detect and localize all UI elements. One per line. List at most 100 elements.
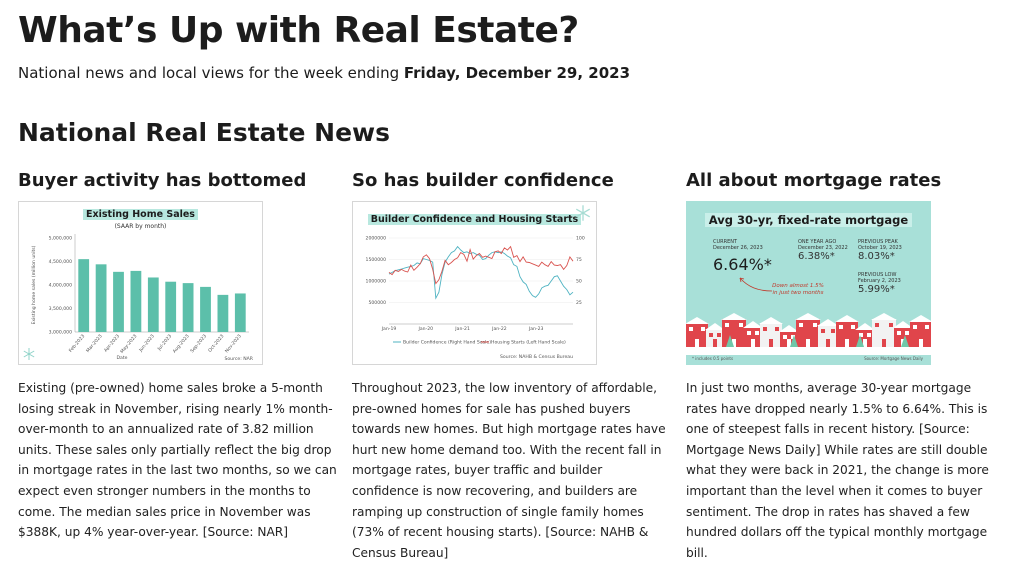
house-window xyxy=(775,327,779,331)
tree-icon xyxy=(726,335,734,347)
house-window xyxy=(701,327,705,331)
y-right-tick-label: 50 xyxy=(576,279,582,285)
chart-title-text: Builder Confidence and Housing Starts xyxy=(367,214,582,225)
line-chart-svg: 500000 1000000 1500000 2000000 25 50 75 100 Jan-… xyxy=(366,236,585,361)
bar xyxy=(182,283,194,332)
house-door xyxy=(919,339,923,347)
snow-ground xyxy=(686,347,931,355)
house-window xyxy=(851,325,855,329)
peak-date: October 19, 2023 xyxy=(858,245,902,251)
house-window xyxy=(755,331,759,335)
x-tick-label: Mar-2023 xyxy=(85,333,104,354)
current-label-text: CURRENT xyxy=(713,239,738,245)
builder-confidence-line xyxy=(388,245,574,300)
house-window xyxy=(791,335,795,339)
mortgage-footnote: * includes 0.5 points xyxy=(692,356,734,361)
x-axis-label: Date xyxy=(117,355,128,361)
bar xyxy=(165,281,177,332)
x-tick-label: Jan-20 xyxy=(418,326,434,332)
mortgage-card-title: Avg 30-yr, fixed-rate mortgage xyxy=(686,213,931,227)
y-left-tick-label: 2000000 xyxy=(366,236,387,242)
current-date: December 26, 2023 xyxy=(713,245,763,251)
snowflake-icon xyxy=(575,205,591,221)
y-tick-label: 4,500,000 xyxy=(49,259,72,265)
tree-icon xyxy=(790,335,798,347)
y-tick-label: 5,000,000 xyxy=(49,236,72,242)
x-tick-label: Jun-2023 xyxy=(137,333,155,353)
x-tick-label: Jan-21 xyxy=(454,326,470,332)
article-body: In just two months, average 30-year mort… xyxy=(686,378,1006,563)
article-text: Throughout 2023, the low inventory of af… xyxy=(352,381,666,560)
house-window xyxy=(839,325,843,329)
house-window xyxy=(889,323,893,327)
builder-confidence-chart: Builder Confidence and Housing Starts 50… xyxy=(352,201,597,365)
y-right-tick-label: 100 xyxy=(576,236,585,242)
article-text: Existing (pre-owned) home sales broke a … xyxy=(18,381,337,540)
house-window xyxy=(717,333,721,337)
bar xyxy=(113,271,124,332)
article-title: So has builder confidence xyxy=(352,170,614,191)
tree-icon xyxy=(856,335,864,347)
article-builder-confidence: So has builder confidence Throughout 202… xyxy=(352,170,672,563)
house-window xyxy=(725,323,729,327)
house-window xyxy=(783,335,787,339)
peak-value: 8.03%* xyxy=(858,251,895,262)
house-door xyxy=(863,339,867,347)
house-roof xyxy=(893,321,913,328)
chart-source: Source: NAHB & Census Bureau xyxy=(500,354,573,360)
current-rate-value: 6.64%* xyxy=(713,255,772,274)
mortgage-source: Source: Mortgage News Daily xyxy=(864,356,923,361)
house-roof xyxy=(795,313,821,320)
house-door xyxy=(787,339,791,347)
bar xyxy=(130,270,142,332)
x-tick-label: Jan-19 xyxy=(381,326,397,332)
house-door xyxy=(713,339,717,347)
house-door xyxy=(769,339,773,347)
y-tick-label: 4,000,000 xyxy=(49,283,72,289)
house-window xyxy=(747,331,751,335)
mortgage-card-title-text: Avg 30-yr, fixed-rate mortgage xyxy=(704,213,913,227)
bar xyxy=(217,294,229,332)
house-door xyxy=(695,339,699,347)
subtitle-prefix: National news and local views for the we… xyxy=(18,64,404,82)
house-window xyxy=(897,331,901,335)
housing-starts-line xyxy=(388,245,574,285)
house-roof xyxy=(759,317,783,324)
house-roof xyxy=(817,319,839,326)
house-window xyxy=(813,323,817,327)
page-title: What’s Up with Real Estate? xyxy=(18,10,579,51)
page-subtitle: National news and local views for the we… xyxy=(18,64,630,82)
peak-label: PREVIOUS PEAK October 19, 2023 xyxy=(858,239,902,251)
year-ago-value: 6.38%* xyxy=(798,251,835,262)
house-door xyxy=(826,339,830,347)
chart-title: Existing Home Sales xyxy=(19,209,262,220)
x-tick-label: Jan-22 xyxy=(491,326,507,332)
arrow-icon xyxy=(739,277,773,292)
house-door xyxy=(806,339,810,347)
low-label: PREVIOUS LOW February 2, 2023 xyxy=(858,272,901,284)
low-date: February 2, 2023 xyxy=(858,278,901,284)
x-tick-label: Sep-2023 xyxy=(189,333,208,354)
legend-label: Housing Starts (Left Hand Scale) xyxy=(491,340,566,346)
y-left-tick-label: 500000 xyxy=(368,300,386,306)
bar xyxy=(200,286,211,332)
x-tick-label: Feb-2023 xyxy=(68,333,86,353)
x-tick-label: Jan-23 xyxy=(528,326,544,332)
article-title: Buyer activity has bottomed xyxy=(18,170,307,191)
snowflake-icon xyxy=(23,348,35,360)
x-tick-label: Oct-2023 xyxy=(207,333,225,353)
house-roof xyxy=(871,313,897,320)
house-window xyxy=(867,333,871,337)
house-window xyxy=(913,325,917,329)
y-axis-label: Existing home sales (million units) xyxy=(31,245,37,324)
house-roof xyxy=(705,323,725,330)
low-label-text: PREVIOUS LOW xyxy=(858,272,897,278)
x-tick-label: Aug-2023 xyxy=(172,333,191,354)
house-roof xyxy=(779,325,799,332)
decline-note: Down almost 1.5% in just two months xyxy=(772,283,824,296)
x-tick-label: May-2023 xyxy=(119,333,138,354)
house-roof xyxy=(855,323,875,330)
peak-label-text: PREVIOUS PEAK xyxy=(858,239,898,245)
house-window xyxy=(763,327,767,331)
bar xyxy=(95,264,107,332)
